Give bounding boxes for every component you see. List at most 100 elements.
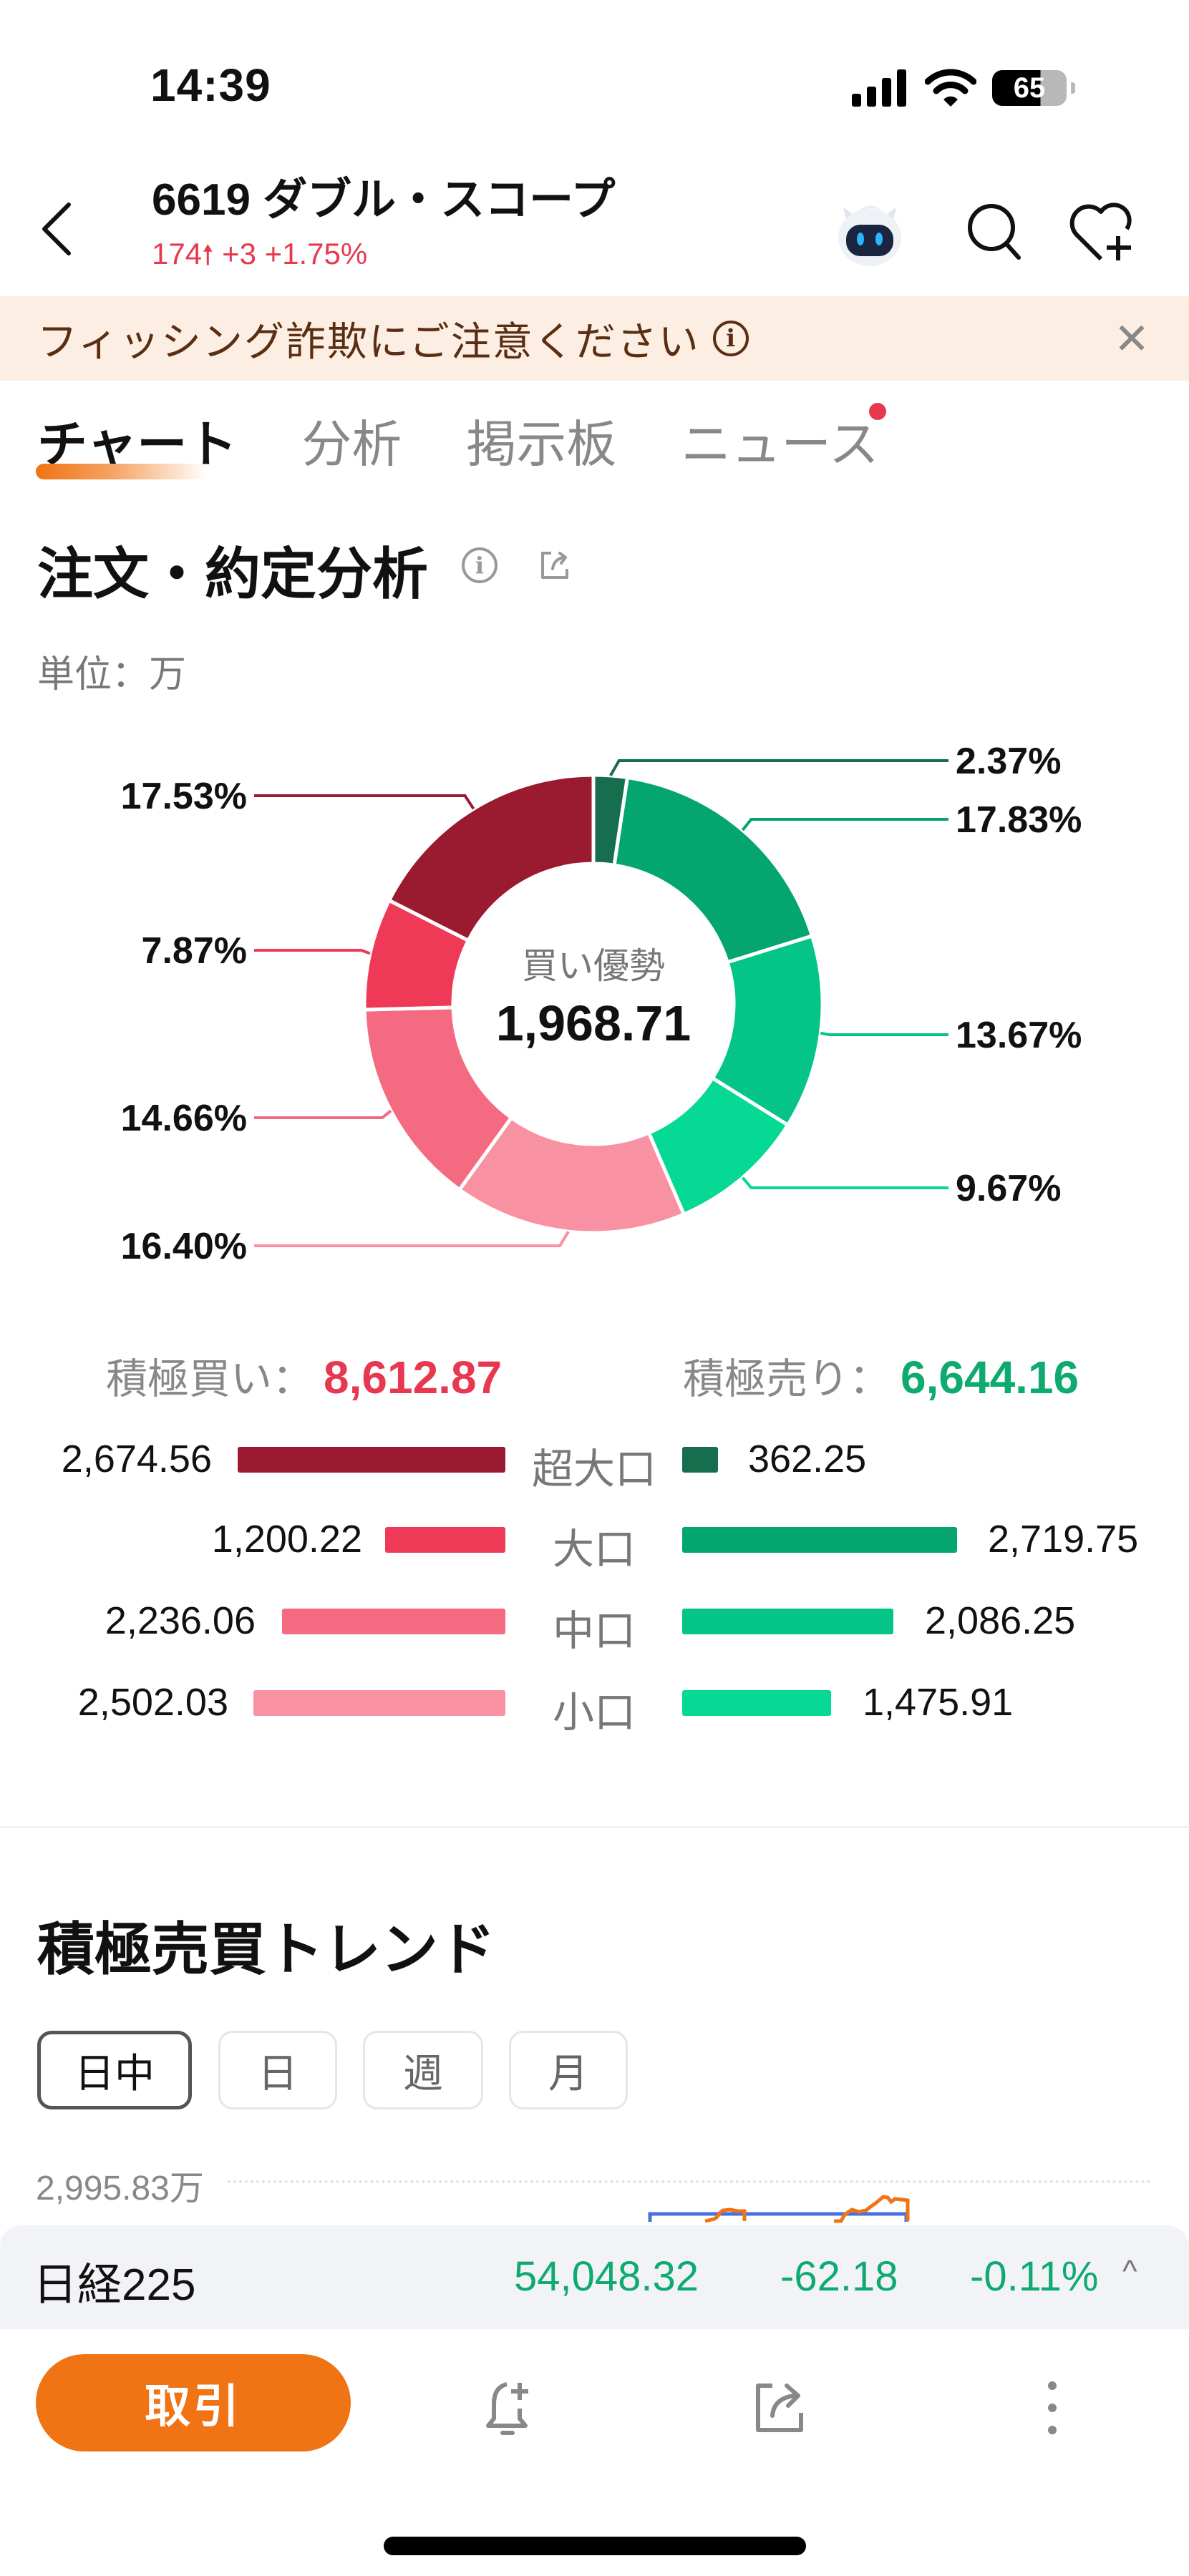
- heart-plus-icon[interactable]: [1063, 193, 1142, 272]
- grid-line: [228, 2180, 1151, 2183]
- donut-slice: [612, 775, 815, 965]
- category-label: 大口: [552, 1526, 636, 1573]
- total-buy-value: 8,612.87: [324, 1352, 503, 1403]
- tab-board[interactable]: 掲示板: [466, 416, 617, 472]
- sell-bar: [682, 1609, 893, 1634]
- ai-assistant-icon[interactable]: [830, 193, 909, 272]
- home-indicator: [384, 2537, 806, 2555]
- tab-chart[interactable]: チャート: [37, 416, 238, 472]
- unit-label: 単位：万: [37, 654, 187, 696]
- donut-slice: [457, 1115, 686, 1235]
- slice-percent-label: 14.66%: [121, 1098, 247, 1139]
- slice-percent-label: 9.67%: [956, 1168, 1061, 1209]
- category-label: 小口: [552, 1689, 636, 1736]
- info-icon[interactable]: i: [712, 321, 749, 356]
- slice-percent-label: 17.53%: [121, 776, 247, 817]
- donut-center-caption: 買い優勢: [522, 946, 665, 986]
- index-change-pct: -0.11%: [970, 2253, 1099, 2300]
- share-icon[interactable]: [748, 2376, 812, 2440]
- sell-bar: [682, 1447, 718, 1473]
- alert-plus-icon[interactable]: [478, 2376, 543, 2440]
- leader-line: [254, 1109, 392, 1119]
- trend-line-chart: [648, 2195, 910, 2223]
- sell-value: 2,086.25: [925, 1599, 1076, 1642]
- period-week[interactable]: 週: [363, 2031, 483, 2109]
- index-value: 54,048.32: [514, 2253, 699, 2300]
- sell-bar: [682, 1527, 957, 1553]
- slice-percent-label: 16.40%: [121, 1226, 247, 1267]
- slice-percent-label: 7.87%: [142, 930, 247, 972]
- total-buy: 積極買い： 8,612.87: [106, 1345, 502, 1405]
- trade-button[interactable]: 取引: [36, 2354, 351, 2451]
- stock-quote: 174🠕 +3 +1.75%: [152, 235, 367, 281]
- buy-value: 2,674.56: [61, 1438, 212, 1480]
- leader-line: [820, 1031, 948, 1036]
- sell-value: 1,475.91: [863, 1681, 1014, 1724]
- buy-bar: [282, 1609, 505, 1634]
- donut-slices: [362, 773, 825, 1235]
- leader-line: [741, 818, 948, 831]
- slice-percent-label: 17.83%: [956, 799, 1082, 841]
- buy-value: 2,502.03: [77, 1681, 228, 1724]
- order-donut-chart: 2.37% 17.83% 13.67% 9.67% 16.40% 14.66% 7.87% 1…: [121, 741, 1082, 1267]
- sell-value: 362.25: [748, 1438, 867, 1480]
- tab-analysis[interactable]: 分析: [301, 416, 402, 472]
- chevron-up-icon[interactable]: ^: [1122, 2254, 1137, 2289]
- bar-row-large: 1,200.22 大口 2,719.75: [0, 1516, 1189, 1573]
- buy-value: 2,236.06: [105, 1599, 256, 1642]
- status-time: 14:39: [150, 59, 271, 111]
- section-title: 注文・約定分析: [37, 542, 429, 605]
- sell-bar: [682, 1690, 831, 1716]
- up-arrow-icon: 🠕: [202, 240, 214, 270]
- donut-slice: [387, 773, 596, 943]
- index-change: -62.18: [780, 2253, 898, 2300]
- leader-line: [254, 794, 475, 810]
- bar-row-small: 2,502.03 小口 1,475.91: [0, 1679, 1189, 1736]
- period-intraday[interactable]: 日中: [37, 2031, 192, 2109]
- close-icon[interactable]: ✕: [1113, 315, 1150, 363]
- bar-row-super-large: 2,674.56 超大口 362.25: [0, 1435, 1189, 1493]
- cellular-signal-icon: [852, 69, 906, 107]
- index-ticker-bar[interactable]: [0, 2225, 1189, 2329]
- donut-leaders: [254, 759, 948, 1247]
- leader-line: [609, 759, 948, 776]
- period-day[interactable]: 日: [218, 2031, 337, 2109]
- slice-percent-label: 2.37%: [956, 741, 1061, 782]
- phishing-warning-banner: フィッシング詐欺にご注意ください i ✕: [0, 296, 1189, 381]
- buy-value: 1,200.22: [211, 1518, 362, 1561]
- info-icon[interactable]: i: [462, 547, 498, 583]
- leader-line: [254, 1231, 570, 1247]
- buy-bar: [253, 1690, 505, 1716]
- category-label: 中口: [552, 1608, 636, 1654]
- banner-text: フィッシング詐欺にご注意ください: [37, 318, 700, 364]
- index-name: 日経225: [33, 2260, 196, 2310]
- buy-bar: [385, 1527, 505, 1553]
- back-icon[interactable]: [36, 200, 79, 258]
- y-axis-label: 2,995.83万: [36, 2170, 204, 2207]
- share-icon[interactable]: [537, 547, 573, 583]
- tab-news[interactable]: ニュース: [681, 416, 879, 472]
- search-icon[interactable]: [956, 193, 1034, 272]
- buy-bar: [238, 1447, 505, 1473]
- sell-value: 2,719.75: [988, 1518, 1139, 1561]
- period-month[interactable]: 月: [509, 2031, 628, 2109]
- slice-percent-label: 13.67%: [956, 1015, 1082, 1056]
- stock-title: 6619 ダブル・スコープ: [152, 175, 616, 225]
- more-icon[interactable]: [1020, 2376, 1084, 2440]
- total-sell: 積極売り： 6,644.16: [683, 1345, 1079, 1405]
- bar-row-medium: 2,236.06 中口 2,086.25: [0, 1597, 1189, 1654]
- battery-indicator: 65: [992, 70, 1075, 106]
- total-sell-value: 6,644.16: [901, 1352, 1079, 1403]
- donut-center-value: 1,968.71: [495, 995, 691, 1051]
- leader-line: [741, 1176, 948, 1189]
- donut-labels: 2.37% 17.83% 13.67% 9.67% 16.40% 14.66% 7.87% 1…: [121, 741, 1082, 1267]
- wifi-icon: [925, 69, 976, 107]
- total-buy-label: 積極買い：: [106, 1356, 314, 1402]
- stock-price: 174: [152, 237, 203, 270]
- stock-change-pct: +1.75%: [264, 237, 368, 270]
- active-tab-indicator: [36, 464, 208, 479]
- status-icons: 65: [852, 69, 1075, 107]
- section-divider: [0, 1826, 1189, 1828]
- trend-title: 積極売買トレンド: [37, 1918, 495, 1981]
- category-label: 超大口: [531, 1446, 656, 1493]
